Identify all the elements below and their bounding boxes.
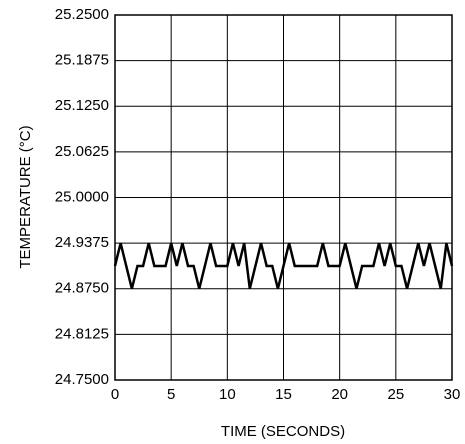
data-line [113,242,454,290]
y-tick-label: 25.0625 [55,143,109,160]
x-tick-label: 30 [444,386,461,403]
x-tick-label: 15 [275,386,292,403]
y-tick-label: 25.1875 [55,52,109,69]
x-tick-label: 0 [111,386,119,403]
x-tick-label: 25 [387,386,404,403]
x-tick-label: 10 [219,386,236,403]
x-tick-label: 20 [331,386,348,403]
y-tick-label: 25.1250 [55,97,109,114]
y-axis-label: TEMPERATURE (°C) [17,125,34,268]
y-tick-label: 25.0000 [55,188,109,205]
y-tick-label: 24.8750 [55,280,109,297]
y-tick-label: 24.7500 [55,371,109,388]
y-tick-label: 24.8125 [55,325,109,342]
x-tick-label: 5 [167,386,175,403]
y-tick-label: 24.9375 [55,234,109,251]
y-tick-label: 25.2500 [55,6,109,23]
x-axis-label: TIME (SECONDS) [221,423,345,440]
